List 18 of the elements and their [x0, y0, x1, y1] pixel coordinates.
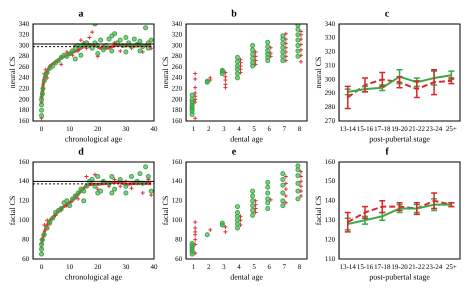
- chart-title: b: [231, 8, 238, 20]
- x-axis-title: post-pubertal stage: [369, 134, 430, 144]
- chart-title: c: [384, 8, 390, 20]
- x-axis-title: dental age: [230, 134, 264, 144]
- chart-title: e: [232, 146, 237, 158]
- chart-title: d: [78, 146, 84, 158]
- y-axis-title: neural CS: [314, 56, 323, 88]
- y-axis-title: neural CS: [160, 56, 170, 88]
- y-axis-title: facial CS: [8, 196, 17, 226]
- x-axis-title: post-pubertal stage: [369, 272, 430, 282]
- y-axis-title: neural CS: [8, 56, 17, 88]
- y-axis-title: facial CS: [160, 196, 170, 226]
- x-axis-title: chronological age: [65, 134, 123, 144]
- chart-title: f: [385, 146, 390, 158]
- x-axis-title: chronological age: [65, 272, 123, 282]
- y-axis-title: facial CS: [314, 196, 323, 226]
- chart-title: a: [78, 8, 84, 20]
- x-axis-title: dental age: [230, 272, 264, 282]
